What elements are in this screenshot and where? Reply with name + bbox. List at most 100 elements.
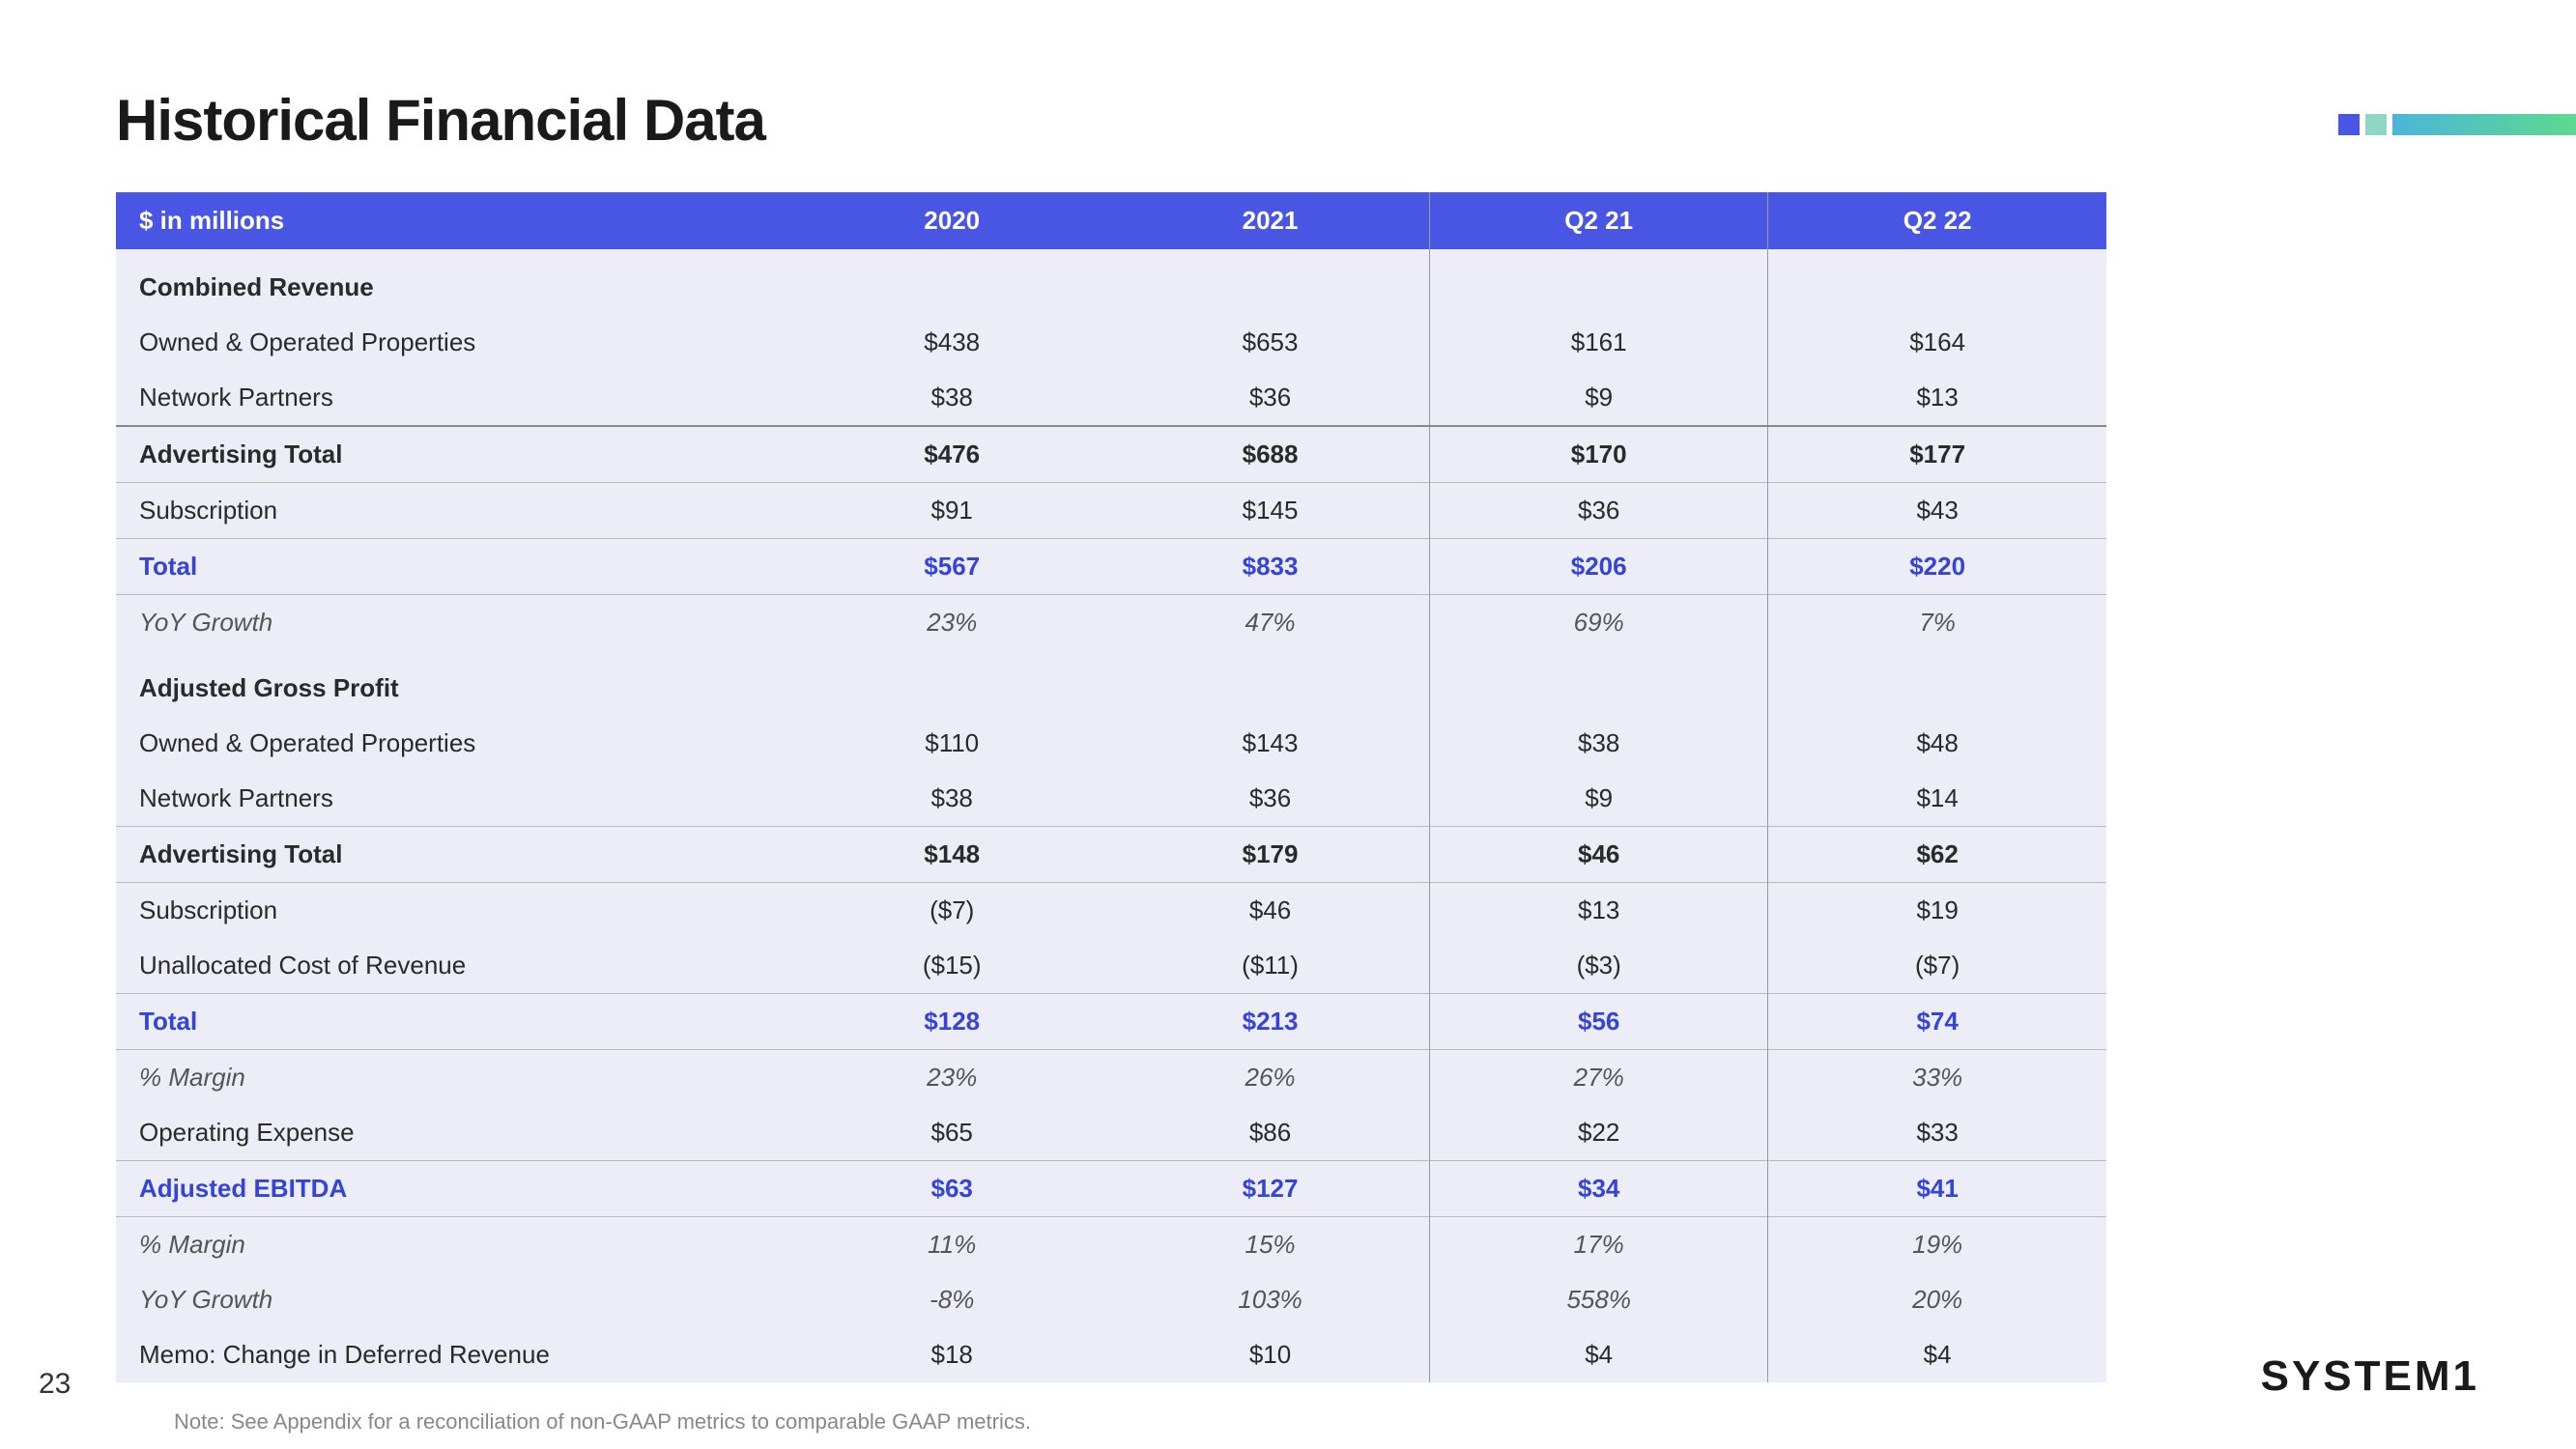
decor-accent	[2338, 114, 2576, 135]
table-row: Unallocated Cost of Revenue($15)($11)($3…	[116, 938, 2106, 994]
table-cell: $688	[1111, 426, 1430, 483]
table-cell: $33	[1768, 1105, 2106, 1161]
table-cell	[792, 650, 1111, 716]
decor-square-icon	[2338, 114, 2360, 135]
table-cell: $86	[1111, 1105, 1430, 1161]
table-cell: $143	[1111, 716, 1430, 771]
table-cell: 69%	[1430, 595, 1768, 651]
table-cell: Subscription	[116, 883, 792, 939]
table-row: Advertising Total$148$179$46$62	[116, 827, 2106, 883]
table-row: Owned & Operated Properties$110$143$38$4…	[116, 716, 2106, 771]
table-cell: $36	[1430, 483, 1768, 539]
table-cell: $13	[1430, 883, 1768, 939]
table-cell: $18	[792, 1327, 1111, 1382]
table-cell	[1768, 249, 2106, 315]
table-cell: Network Partners	[116, 370, 792, 426]
table-cell: $74	[1768, 994, 2106, 1050]
table-cell: $213	[1111, 994, 1430, 1050]
table-cell: ($3)	[1430, 938, 1768, 994]
table-cell: Owned & Operated Properties	[116, 716, 792, 771]
table-cell: $145	[1111, 483, 1430, 539]
table-cell: 23%	[792, 595, 1111, 651]
table-cell: 23%	[792, 1050, 1111, 1106]
page-number: 23	[39, 1368, 71, 1401]
table-cell: $567	[792, 539, 1111, 595]
table-cell: $10	[1111, 1327, 1430, 1382]
table-cell	[1768, 650, 2106, 716]
table-cell	[1111, 650, 1430, 716]
table-cell: 47%	[1111, 595, 1430, 651]
table-header-cell: 2021	[1111, 192, 1430, 249]
table-row: Network Partners$38$36$9$13	[116, 370, 2106, 426]
table-row: YoY Growth23%47%69%7%	[116, 595, 2106, 651]
table-cell: $36	[1111, 370, 1430, 426]
table-cell	[1111, 249, 1430, 315]
table-cell: $63	[792, 1161, 1111, 1217]
company-logo: SYSTEM1	[2261, 1352, 2479, 1401]
table-cell: Total	[116, 539, 792, 595]
table-cell: Advertising Total	[116, 426, 792, 483]
table-row: Memo: Change in Deferred Revenue$18$10$4…	[116, 1327, 2106, 1382]
table-row: % Margin11%15%17%19%	[116, 1217, 2106, 1273]
table-cell: 20%	[1768, 1272, 2106, 1327]
table-cell: $22	[1430, 1105, 1768, 1161]
table-cell: 19%	[1768, 1217, 2106, 1273]
table-row: Adjusted Gross Profit	[116, 650, 2106, 716]
table-row: Total$128$213$56$74	[116, 994, 2106, 1050]
table-cell: $438	[792, 315, 1111, 370]
table-cell: $9	[1430, 771, 1768, 827]
table-cell: 27%	[1430, 1050, 1768, 1106]
table-cell: $476	[792, 426, 1111, 483]
table-cell: $148	[792, 827, 1111, 883]
decor-square-icon	[2365, 114, 2387, 135]
table-cell: $38	[792, 370, 1111, 426]
table-cell: % Margin	[116, 1217, 792, 1273]
table-row: Operating Expense$65$86$22$33	[116, 1105, 2106, 1161]
table-cell: Unallocated Cost of Revenue	[116, 938, 792, 994]
table-cell: $48	[1768, 716, 2106, 771]
table-row: % Margin23%26%27%33%	[116, 1050, 2106, 1106]
table-row: Subscription$91$145$36$43	[116, 483, 2106, 539]
table-cell: $91	[792, 483, 1111, 539]
table-cell: $46	[1111, 883, 1430, 939]
table-cell: Network Partners	[116, 771, 792, 827]
table-row: Adjusted EBITDA$63$127$34$41	[116, 1161, 2106, 1217]
table-cell: Combined Revenue	[116, 249, 792, 315]
table-cell: ($15)	[792, 938, 1111, 994]
table-cell	[1430, 249, 1768, 315]
table-cell: $13	[1768, 370, 2106, 426]
table-cell: 7%	[1768, 595, 2106, 651]
table-cell: $9	[1430, 370, 1768, 426]
table-cell: Advertising Total	[116, 827, 792, 883]
table-cell: $14	[1768, 771, 2106, 827]
table-cell: 11%	[792, 1217, 1111, 1273]
table-cell: -8%	[792, 1272, 1111, 1327]
table-cell: $110	[792, 716, 1111, 771]
table-row: Subscription($7)$46$13$19	[116, 883, 2106, 939]
table-cell	[1430, 650, 1768, 716]
table-cell: $19	[1768, 883, 2106, 939]
table-cell: $36	[1111, 771, 1430, 827]
table-cell: $34	[1430, 1161, 1768, 1217]
table-header-cell: Q2 22	[1768, 192, 2106, 249]
table-cell: Owned & Operated Properties	[116, 315, 792, 370]
table-cell: $46	[1430, 827, 1768, 883]
table-cell: Subscription	[116, 483, 792, 539]
table-header-row: $ in millions20202021Q2 21Q2 22	[116, 192, 2106, 249]
financial-table: $ in millions20202021Q2 21Q2 22 Combined…	[116, 192, 2106, 1382]
table-cell: ($11)	[1111, 938, 1430, 994]
table-cell: $128	[792, 994, 1111, 1050]
table-row: Owned & Operated Properties$438$653$161$…	[116, 315, 2106, 370]
table-cell: $41	[1768, 1161, 2106, 1217]
table-cell: $4	[1768, 1327, 2106, 1382]
table-cell: $161	[1430, 315, 1768, 370]
table-cell: 17%	[1430, 1217, 1768, 1273]
table-cell: % Margin	[116, 1050, 792, 1106]
table-header-cell: Q2 21	[1430, 192, 1768, 249]
table-cell: 558%	[1430, 1272, 1768, 1327]
table-cell: $653	[1111, 315, 1430, 370]
table-cell: $170	[1430, 426, 1768, 483]
table-cell: $220	[1768, 539, 2106, 595]
table-cell: $127	[1111, 1161, 1430, 1217]
table-cell: 26%	[1111, 1050, 1430, 1106]
